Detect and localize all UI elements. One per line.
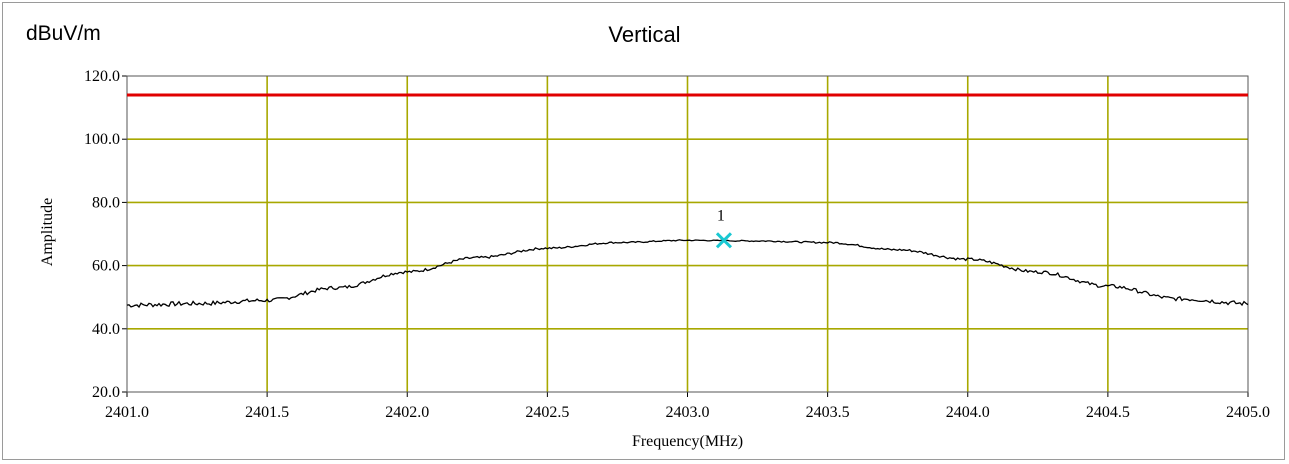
y-unit-label: dBuV/m — [26, 22, 101, 45]
chart-title: Vertical — [608, 22, 681, 47]
plot-border — [126, 75, 1249, 393]
x-tick-label: 2402.0 — [385, 404, 429, 421]
y-tick-label: 40.0 — [92, 321, 120, 338]
x-tick-label: 2402.5 — [525, 404, 569, 421]
marker-cross — [715, 232, 732, 249]
y-axis-label: Amplitude — [39, 198, 56, 266]
x-tick-label: 2401.0 — [105, 404, 149, 421]
y-tick-label: 100.0 — [84, 131, 120, 148]
y-tick-label: 20.0 — [92, 384, 120, 401]
x-tick-label: 2403.5 — [806, 404, 850, 421]
x-axis-label: Frequency(MHz) — [632, 433, 743, 450]
x-tick-label: 2401.5 — [245, 404, 289, 421]
marker-label: 1 — [717, 207, 725, 224]
x-tick-label: 2404.0 — [946, 404, 990, 421]
y-tick-label: 120.0 — [84, 68, 120, 85]
y-tick-label: 80.0 — [92, 194, 120, 211]
x-tick-label: 2404.5 — [1086, 404, 1130, 421]
y-tick-label: 60.0 — [92, 258, 120, 275]
x-tick-label: 2403.0 — [666, 404, 710, 421]
x-tick-label: 2405.0 — [1226, 404, 1270, 421]
series-line — [126, 239, 1249, 309]
